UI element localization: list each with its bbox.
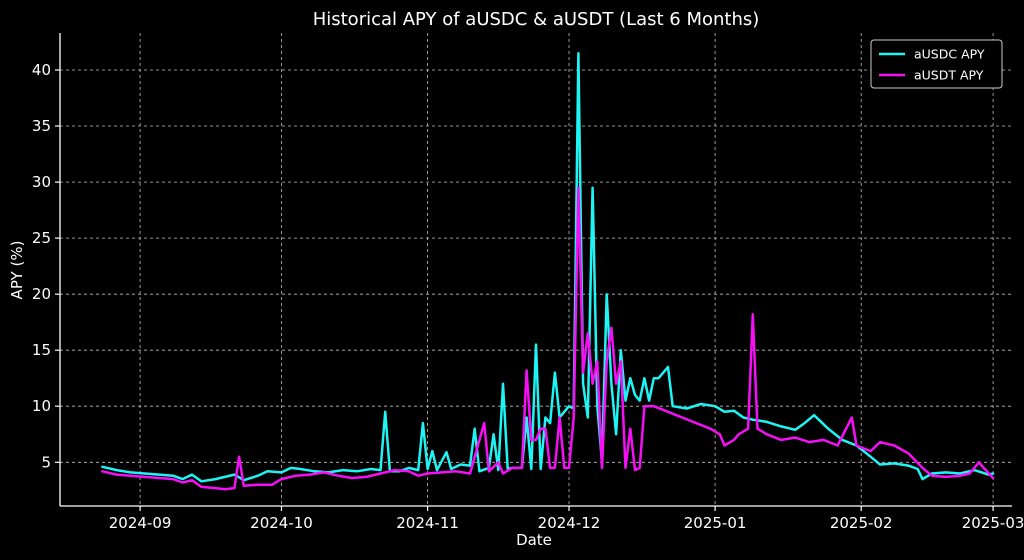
y-tick-label: 35 [32, 117, 51, 135]
y-tick-label: 15 [32, 341, 51, 359]
y-tick-label: 10 [32, 397, 51, 415]
legend-label-ausdt: aUSDT APY [914, 68, 984, 83]
axes [59, 33, 1012, 507]
y-tick-label: 40 [32, 61, 51, 79]
legend-label-ausdc: aUSDC APY [914, 47, 985, 62]
y-tick-label: 5 [41, 453, 51, 471]
x-ticks: 2024-09 2024-10 2024-11 2024-12 2025-01 2025-… [109, 506, 1024, 532]
x-tick-label: 2024-11 [396, 514, 459, 532]
x-tick-label: 2024-12 [538, 514, 601, 532]
x-tick-label: 2025-01 [684, 514, 747, 532]
series-line-ausdt [101, 186, 995, 491]
series-line-ausdc [101, 51, 995, 483]
y-tick-label: 30 [32, 173, 51, 191]
y-tick-label: 20 [32, 285, 51, 303]
y-tick-label: 25 [32, 229, 51, 247]
legend: aUSDC APY aUSDT APY [870, 39, 1003, 89]
series-lines [101, 51, 995, 491]
x-axis-label: Date [516, 531, 552, 549]
grid-lines [60, 33, 1012, 506]
x-tick-label: 2024-09 [109, 514, 172, 532]
y-ticks: 5 10 15 20 25 30 35 40 [32, 61, 60, 471]
chart-title: Historical APY of aUSDC & aUSDT (Last 6 … [313, 9, 760, 30]
x-tick-label: 2024-10 [250, 514, 313, 532]
x-tick-label: 2025-02 [830, 514, 893, 532]
y-axis-label: APY (%) [8, 241, 26, 300]
x-tick-label: 2025-03 [962, 514, 1024, 532]
